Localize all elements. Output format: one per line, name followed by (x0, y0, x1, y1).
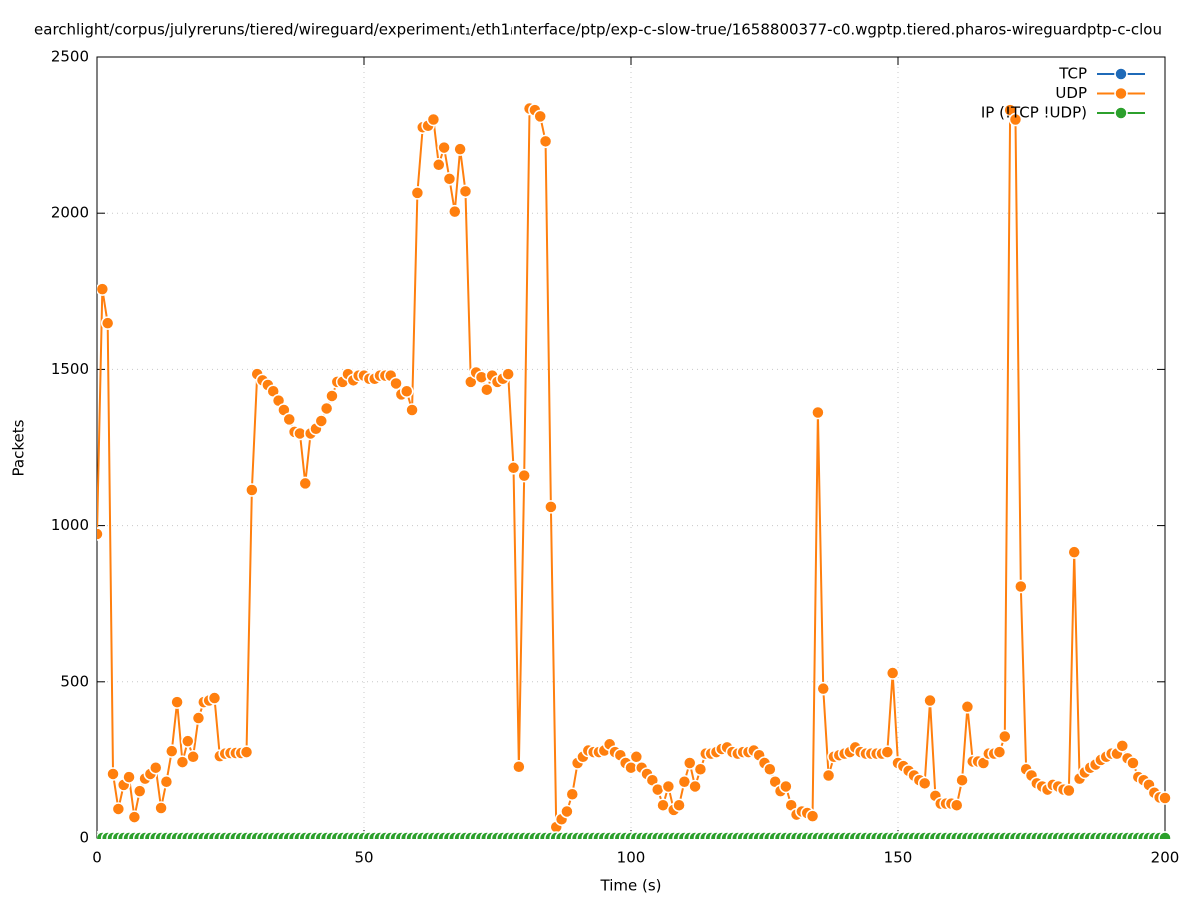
legend-label: TCP (1058, 65, 1087, 83)
data-point (517, 468, 531, 483)
plot-area (97, 101, 1172, 839)
data-point (165, 744, 179, 758)
x-tick-label: 0 (92, 849, 102, 867)
x-tick-label: 100 (617, 849, 646, 867)
data-point (1158, 791, 1172, 805)
y-tick-label: 1500 (51, 360, 89, 378)
data-point (682, 756, 697, 770)
data-point (442, 172, 457, 186)
data-point (816, 681, 830, 696)
data-point (410, 186, 425, 200)
legend-marker (1114, 86, 1128, 101)
y-tick-label: 2000 (51, 204, 89, 222)
data-point (1115, 739, 1130, 753)
data-point (111, 802, 126, 816)
data-point (1126, 756, 1140, 770)
data-point (960, 700, 975, 714)
data-point (1008, 112, 1023, 127)
legend-marker (1114, 106, 1128, 120)
data-point (437, 140, 451, 155)
data-point (955, 773, 969, 787)
data-point (779, 779, 793, 794)
y-tick-label: 500 (60, 672, 89, 690)
data-point (97, 527, 104, 541)
data-point (1014, 579, 1028, 594)
y-tick-label: 1000 (51, 516, 89, 534)
data-point (917, 776, 932, 791)
data-point (389, 376, 403, 391)
data-point (1158, 831, 1172, 839)
data-point (538, 134, 553, 149)
data-point (432, 158, 446, 172)
data-point (186, 750, 200, 764)
data-point (480, 382, 494, 397)
data-point (821, 768, 836, 783)
data-point (148, 760, 163, 775)
data-point (688, 779, 702, 794)
data-point (175, 755, 190, 769)
data-point (992, 745, 1007, 759)
data-point (159, 775, 174, 789)
data-point (154, 801, 168, 815)
legend-marker (1114, 67, 1128, 81)
data-point (1062, 783, 1076, 798)
data-point (672, 798, 686, 812)
data-point (763, 762, 777, 777)
data-point (506, 461, 521, 475)
data-point (544, 500, 558, 514)
data-point (923, 693, 937, 708)
data-point (501, 367, 515, 381)
data-point (448, 204, 462, 219)
y-axis-label: Packets (10, 419, 28, 476)
data-point (453, 142, 467, 156)
data-point (949, 798, 964, 812)
data-point (100, 316, 115, 330)
chart-title: earchlight/corpus/julyreruns/tiered/wire… (34, 21, 1162, 39)
data-point (661, 779, 676, 794)
data-point (560, 804, 574, 819)
data-point (97, 282, 110, 296)
data-point (405, 403, 419, 417)
data-point (880, 745, 895, 759)
data-point (181, 734, 195, 748)
legend-label: UDP (1055, 84, 1087, 102)
data-point (998, 729, 1012, 744)
y-tick-label: 0 (79, 829, 89, 847)
data-point (693, 762, 708, 777)
data-point (191, 711, 206, 725)
data-point (458, 184, 473, 199)
data-point (132, 784, 147, 798)
x-tick-label: 50 (354, 849, 373, 867)
data-point (399, 384, 414, 399)
data-point (533, 109, 547, 124)
data-point (1067, 545, 1081, 559)
data-point (512, 760, 526, 774)
data-point (239, 745, 254, 759)
data-point (245, 483, 259, 497)
legend-label: IP (!TCP !UDP) (981, 104, 1087, 122)
data-point (207, 691, 222, 705)
data-point (325, 389, 339, 403)
data-point (127, 810, 142, 824)
data-point (811, 405, 825, 420)
data-point (298, 476, 313, 491)
data-point (426, 112, 441, 127)
data-point (885, 666, 900, 680)
data-point (805, 809, 820, 823)
x-tick-label: 200 (1151, 849, 1180, 867)
x-tick-label: 150 (884, 849, 913, 867)
data-point (170, 695, 184, 709)
data-point (629, 750, 644, 764)
data-point (314, 414, 329, 428)
x-axis-label: Time (s) (600, 877, 662, 895)
data-point (282, 412, 296, 427)
data-point (319, 401, 334, 416)
data-point (122, 770, 136, 784)
data-point (565, 787, 580, 802)
y-tick-label: 2500 (51, 48, 89, 66)
data-point (106, 767, 120, 781)
